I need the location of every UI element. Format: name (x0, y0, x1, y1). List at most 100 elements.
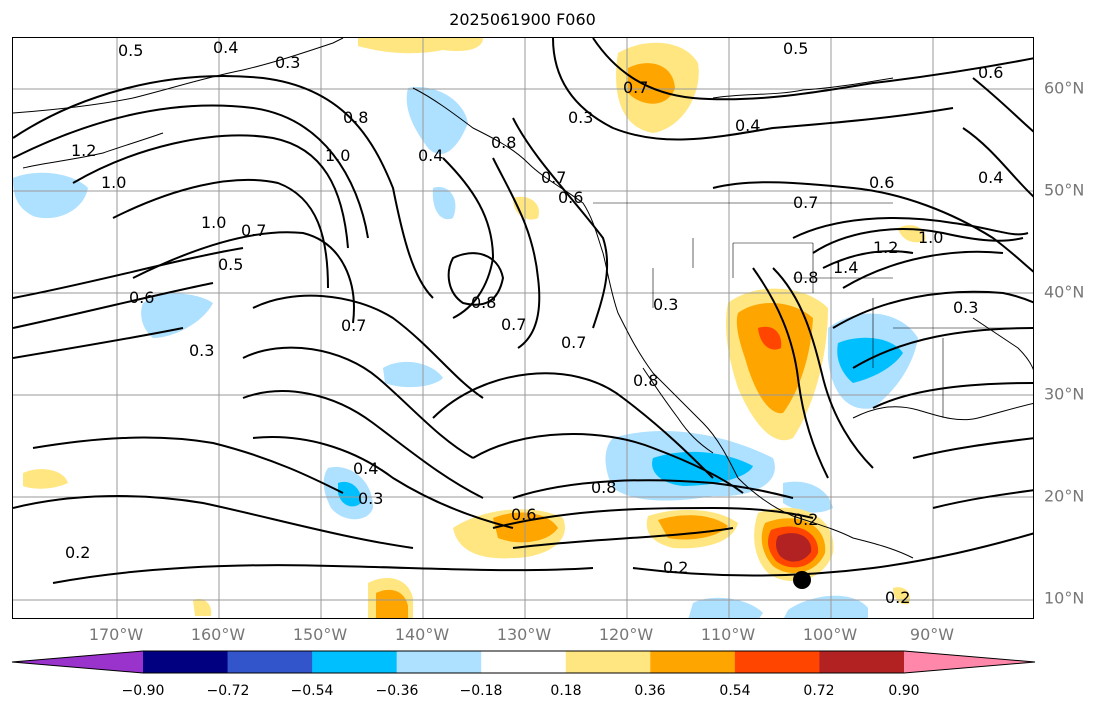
shade-blue-central-pacific (141, 293, 213, 338)
contour-label: 0.2 (65, 543, 90, 562)
contour-label: 0.2 (793, 510, 818, 529)
contour-label: 0.3 (275, 53, 300, 72)
lon-label: 130°W (496, 625, 552, 644)
contour-label: 0.8 (491, 133, 516, 152)
colorbar-segments (12, 651, 1035, 673)
contour-label: 0.6 (129, 288, 154, 307)
map-panel: 0.5 0.4 0.3 0.8 1.0 0.4 0.5 0.3 0.7 0.4 … (12, 37, 1034, 619)
lon-label: 120°W (598, 625, 654, 644)
storm-center-marker (793, 571, 811, 589)
coast-mexico (737, 477, 914, 559)
contour-label: 1.0 (101, 173, 126, 192)
coast-aleutians (22, 132, 164, 169)
shade-orange-central (658, 515, 728, 540)
contour-label: 1.4 (833, 258, 858, 277)
contour-label: 0.3 (189, 341, 214, 360)
contour-label: 0.6 (558, 188, 583, 207)
lon-label: 110°W (700, 625, 756, 644)
contour-label: 0.6 (869, 173, 894, 192)
contour-label: 0.2 (663, 558, 688, 577)
contour-label: 0.6 (978, 63, 1003, 82)
contour-label: 0.3 (568, 108, 593, 127)
colorbar-segment (396, 651, 482, 673)
shade-blue-south2 (784, 595, 868, 618)
contour-label: 1.0 (201, 213, 226, 232)
shade-blue-gulf-alaska (406, 87, 468, 154)
colorbar-tick-label: −0.54 (290, 683, 334, 699)
contour-label: 0.7 (561, 333, 586, 352)
shade-yellow-alaska-top (358, 38, 483, 54)
coast-canada-north (712, 77, 894, 99)
borders (593, 202, 1033, 418)
shade-yellow-west-pacific (23, 469, 68, 489)
contour-label: 0.8 (793, 268, 818, 287)
lat-label: 30°N (1044, 384, 1085, 404)
contour-label: 0.4 (978, 168, 1003, 187)
lon-label: 160°W (190, 625, 246, 644)
contour-label: 0.3 (358, 489, 383, 508)
contour-label: 0.4 (735, 116, 760, 135)
shade-blue-pacific-nw (13, 172, 88, 219)
shade-deep-blue-texas (837, 337, 903, 383)
shade-orange-nw-canada-inner (628, 63, 675, 104)
colorbar-tick-label: −0.72 (206, 683, 250, 699)
colorbar-tick-label: −0.36 (375, 683, 419, 699)
coast-east (972, 317, 1033, 370)
colorbar-extend-low (12, 651, 143, 673)
contour-label: 0.8 (471, 293, 496, 312)
contour-label: 0.2 (885, 588, 910, 607)
colorbar-tick-label: 0.36 (634, 683, 666, 699)
contour-label: 1.0 (325, 146, 350, 165)
coastlines (13, 38, 1033, 559)
coast-bc (412, 87, 604, 254)
shade-orange-southwest (376, 589, 408, 618)
lat-label: 10°N (1044, 588, 1085, 608)
shade-orange-mexico (736, 302, 813, 414)
contour-label: 0.7 (623, 78, 648, 97)
shade-deep-blue-hawaii (338, 481, 362, 507)
shade-red-mexico (758, 326, 782, 350)
contour-label: 0.3 (653, 295, 678, 314)
contour-label: 0.4 (213, 38, 238, 57)
contour-label: 1.2 (873, 238, 898, 257)
shading-layer (13, 38, 926, 618)
colorbar-tick-label: −0.18 (459, 683, 503, 699)
colorbar-tick-label: 0.54 (719, 683, 751, 699)
contour-label: 0.7 (793, 193, 818, 212)
colorbar-extend-high (904, 651, 1035, 673)
shade-blue-mid-pacific (383, 361, 443, 388)
colorbar-tick-label: −0.90 (121, 683, 165, 699)
contour-label: 0.5 (783, 39, 808, 58)
contour-label: 0.8 (633, 371, 658, 390)
map-canvas: 0.5 0.4 0.3 0.8 1.0 0.4 0.5 0.3 0.7 0.4 … (13, 38, 1033, 618)
contour-label: 0.7 (241, 221, 266, 240)
contour-label: 0.6 (511, 505, 536, 524)
lon-label: 170°W (88, 625, 144, 644)
lat-label: 40°N (1044, 282, 1085, 302)
lon-label: 140°W (394, 625, 450, 644)
contour-label: 0.8 (343, 108, 368, 127)
contour-label: 0.7 (501, 315, 526, 334)
shade-yellow-bc (513, 196, 539, 220)
coast-alaska (13, 38, 344, 114)
coast-gulf (852, 402, 1033, 421)
colorbar-segment (565, 651, 651, 673)
lon-label: 100°W (802, 625, 858, 644)
contour-labels: 0.5 0.4 0.3 0.8 1.0 0.4 0.5 0.3 0.7 0.4 … (65, 38, 1003, 607)
contours (13, 38, 1033, 584)
colorbar-tick-label: 0.72 (803, 683, 835, 699)
colorbar-tick-label: 0.18 (550, 683, 582, 699)
map-title: 2025061900 F060 (449, 10, 596, 29)
contour-label: 0.4 (353, 459, 378, 478)
contour-label: 0.7 (541, 168, 566, 187)
contour-label: 0.8 (591, 478, 616, 497)
shade-hurricane-darkred (775, 533, 812, 562)
coast-us-west (602, 252, 739, 479)
lat-label: 50°N (1044, 180, 1085, 200)
colorbar (11, 650, 1036, 674)
contour-label: 0.5 (218, 255, 243, 274)
colorbar-segment (143, 651, 229, 673)
colorbar-tick-label: 0.90 (888, 683, 920, 699)
colorbar-segment (819, 651, 905, 673)
contour-label: 1.2 (71, 141, 96, 160)
